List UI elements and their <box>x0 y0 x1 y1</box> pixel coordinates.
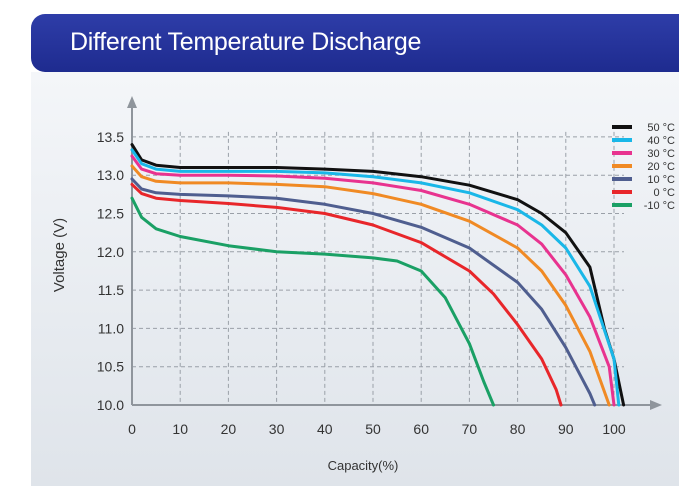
x-tick-label: 50 <box>365 421 381 437</box>
x-tick-label: 80 <box>510 421 526 437</box>
x-tick-label: 0 <box>128 421 136 437</box>
series-line-0c <box>130 182 563 407</box>
legend: 50 °C40 °C30 °C20 °C10 °C0 °C-10 °C <box>612 122 675 212</box>
series-line--10c <box>130 196 495 407</box>
title-banner <box>31 14 679 72</box>
legend-swatch <box>612 125 632 129</box>
legend-label: 20 °C <box>647 161 675 173</box>
series-line-30c <box>130 154 616 407</box>
legend-label: 30 °C <box>647 148 675 160</box>
y-tick-label: 13.0 <box>97 167 124 183</box>
x-tick-label: 20 <box>221 421 237 437</box>
x-tick-label: 90 <box>558 421 574 437</box>
series-line-10c <box>130 177 597 407</box>
legend-swatch <box>612 151 632 155</box>
x-tick-label: 10 <box>172 421 188 437</box>
y-axis-label: Voltage (V) <box>51 218 68 292</box>
series-line-20c <box>130 164 611 407</box>
y-tick-label: 12.5 <box>97 206 124 222</box>
y-tick-label: 13.5 <box>97 129 124 145</box>
tick-labels: 10.0 10.5 11.0 11.5 12.0 12.5 13.0 13.5 0 10 20 30 4… <box>97 129 626 437</box>
y-tick-label: 12.0 <box>97 244 124 260</box>
chart-panel <box>31 72 679 486</box>
legend-swatch <box>612 177 632 181</box>
legend-label: 40 °C <box>647 135 675 147</box>
legend-swatch <box>612 164 632 168</box>
x-tick-label: 40 <box>317 421 333 437</box>
legend-swatch <box>612 190 632 194</box>
series-lines <box>130 143 626 407</box>
legend-label: -10 °C <box>644 200 675 212</box>
legend-swatch <box>612 138 632 142</box>
y-tick-label: 10.0 <box>97 397 124 413</box>
x-tick-label: 60 <box>413 421 429 437</box>
y-tick-label: 11.0 <box>98 320 124 336</box>
page-title: Different Temperature Discharge <box>70 28 422 56</box>
x-tick-label: 100 <box>602 421 626 437</box>
y-tick-label: 10.5 <box>97 359 124 375</box>
x-axis-label: Capacity(%) <box>328 458 399 473</box>
legend-label: 10 °C <box>647 174 675 186</box>
series-line-50c <box>130 143 626 407</box>
series-line-40c <box>130 148 621 407</box>
y-axis-arrow <box>127 96 137 108</box>
legend-swatch <box>612 203 632 207</box>
legend-label: 50 °C <box>647 122 675 134</box>
x-axis-arrow <box>650 400 662 410</box>
y-tick-label: 11.5 <box>98 282 124 298</box>
legend-label: 0 °C <box>653 187 675 199</box>
x-tick-label: 70 <box>462 421 478 437</box>
x-tick-label: 30 <box>269 421 285 437</box>
